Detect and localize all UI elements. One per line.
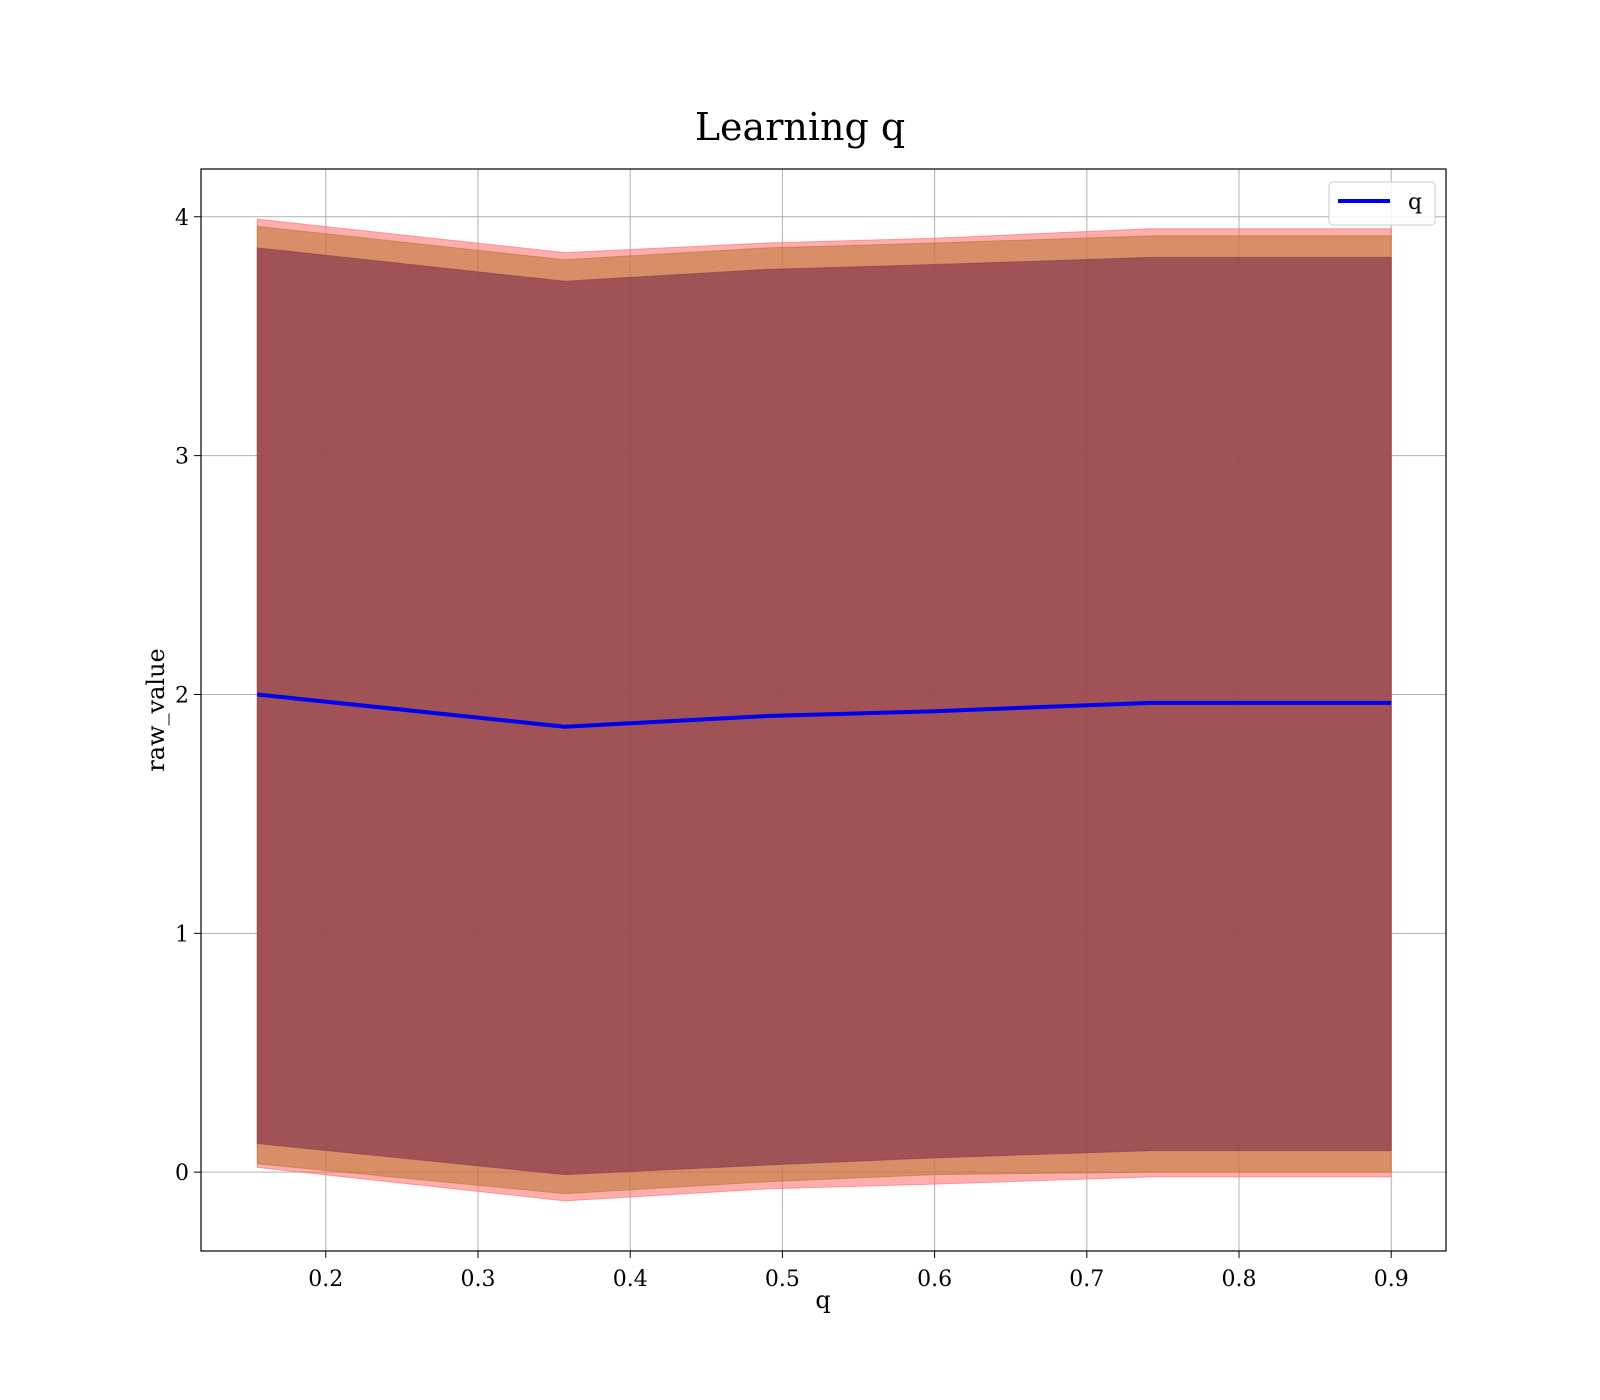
series-lines: [257, 692, 1392, 729]
y-tick-label: 4: [175, 206, 189, 231]
x-tick-label: 0.5: [765, 1267, 800, 1292]
confidence-bands: [256, 218, 1392, 1202]
x-tick-label: 0.2: [308, 1267, 343, 1292]
series-line-q: [257, 692, 1392, 729]
y-tick-label: 0: [175, 1161, 189, 1186]
x-tick-label: 0.7: [1069, 1267, 1104, 1292]
x-tick-label: 0.3: [461, 1267, 496, 1292]
x-axis-ticks: 0.2 0.3 0.4 0.5 0.6 0.7 0.8 0.9: [308, 1251, 1409, 1292]
y-tick-label: 3: [175, 445, 189, 470]
legend-box: [1328, 181, 1436, 226]
y-tick-label: 2: [175, 683, 189, 708]
legend-label-q: q: [1408, 190, 1422, 215]
y-tick-label: 1: [175, 922, 189, 947]
confidence-band-3: [256, 247, 1392, 1176]
x-tick-label: 0.9: [1374, 1267, 1409, 1292]
x-tick-label: 0.4: [613, 1267, 648, 1292]
y-axis-ticks: 0 1 2 3 4: [175, 206, 201, 1186]
x-axis-label: q: [815, 1286, 830, 1314]
x-tick-label: 0.6: [917, 1267, 952, 1292]
plot-frame: [200, 168, 1447, 1252]
legend: q: [1328, 181, 1436, 226]
y-axis-label: raw_value: [142, 648, 170, 772]
x-tick-label: 0.8: [1222, 1267, 1257, 1292]
chart-title: Learning q: [695, 105, 905, 149]
